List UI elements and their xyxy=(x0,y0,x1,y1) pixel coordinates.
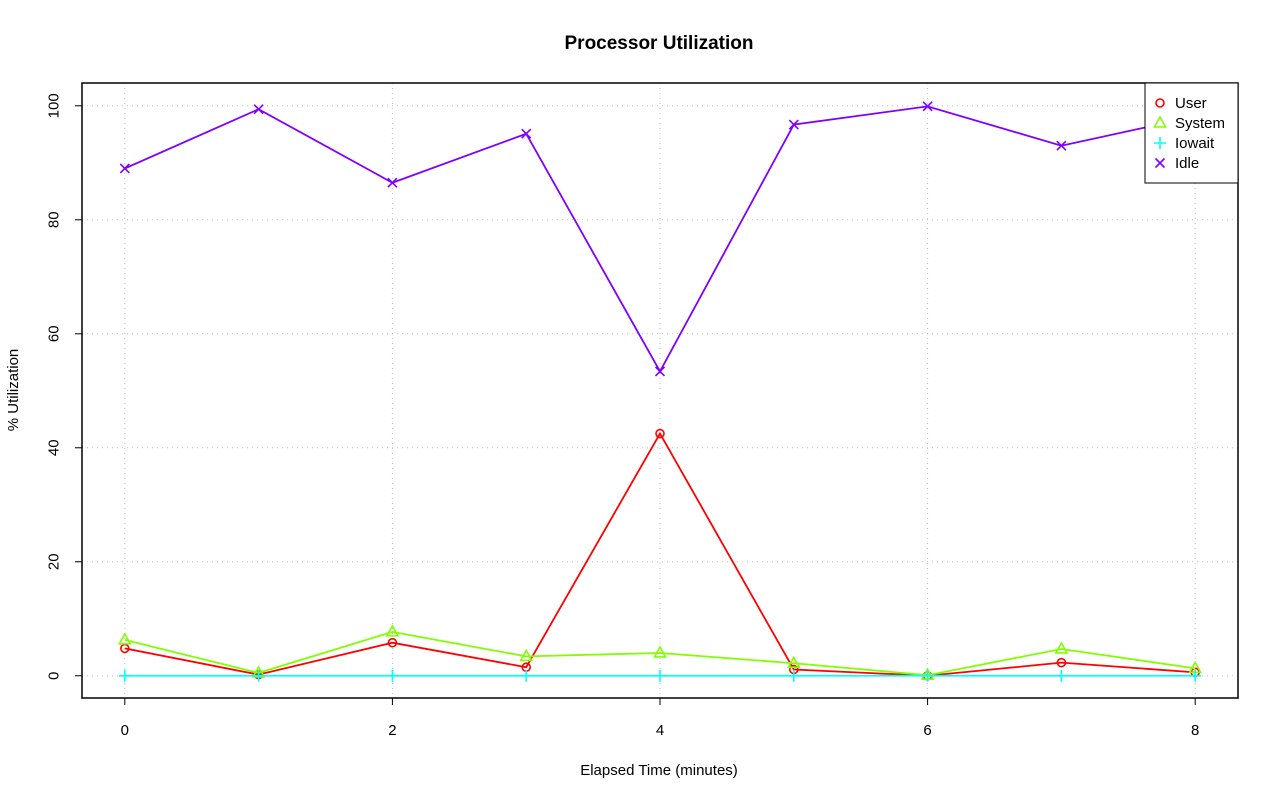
data-point-idle xyxy=(253,104,264,115)
data-point-system xyxy=(1054,641,1069,654)
data-point-system xyxy=(653,645,667,658)
data-point-iowait xyxy=(252,669,265,682)
x-tick-label: 2 xyxy=(388,722,396,739)
data-point-idle xyxy=(521,128,532,139)
legend-marker-idle xyxy=(1154,157,1166,169)
data-point-iowait xyxy=(118,669,131,682)
data-point-system xyxy=(519,648,534,662)
grid-lines xyxy=(82,83,1238,698)
y-tick-label: 20 xyxy=(46,553,63,570)
x-tick-label: 0 xyxy=(121,722,129,739)
y-tick-label: 80 xyxy=(46,211,63,228)
y-tick-label: 60 xyxy=(46,325,63,342)
y-tick-label: 100 xyxy=(46,93,63,118)
legend-label-system: System xyxy=(1175,115,1225,132)
legend-marker-iowait xyxy=(1154,137,1166,149)
data-point-idle xyxy=(1056,140,1067,151)
y-axis-label: % Utilization xyxy=(5,349,22,432)
data-point-iowait xyxy=(1055,669,1068,682)
data-point-idle xyxy=(654,366,666,377)
legend-marker-user xyxy=(1155,98,1165,108)
legend-label-iowait: Iowait xyxy=(1175,135,1215,152)
data-point-system xyxy=(786,655,801,669)
plot-frame xyxy=(81,82,1239,699)
data-point-iowait xyxy=(787,669,800,682)
data-point-system xyxy=(117,632,132,645)
legend-label-user: User xyxy=(1175,95,1207,112)
legend-marker-system xyxy=(1153,115,1167,128)
data-point-iowait xyxy=(654,669,666,682)
series-layer xyxy=(117,101,1203,682)
data-point-iowait xyxy=(921,669,934,682)
data-point-idle xyxy=(119,163,130,174)
series-line-system xyxy=(124,630,1196,677)
legend-label-idle: Idle xyxy=(1175,155,1199,172)
data-point-iowait xyxy=(520,669,533,682)
data-point-user xyxy=(1056,657,1067,668)
data-point-idle xyxy=(922,101,933,112)
x-tick-label: 6 xyxy=(923,722,931,739)
data-point-system xyxy=(385,624,400,637)
x-axis-label: Elapsed Time (minutes) xyxy=(580,762,738,779)
x-tick-label: 8 xyxy=(1191,722,1199,739)
data-point-idle xyxy=(387,177,398,188)
data-point-idle xyxy=(788,119,799,130)
data-point-user xyxy=(655,428,665,439)
chart-title: Processor Utilization xyxy=(565,33,754,54)
data-point-iowait xyxy=(386,669,399,682)
legend: User System Iowait Idle xyxy=(1144,82,1239,184)
data-point-user xyxy=(387,637,398,648)
y-tick-label: 0 xyxy=(46,672,63,680)
series-line-user xyxy=(124,431,1196,677)
y-tick-label: 40 xyxy=(46,439,63,456)
data-point-iowait xyxy=(1189,669,1202,682)
x-tick-label: 4 xyxy=(656,722,664,739)
